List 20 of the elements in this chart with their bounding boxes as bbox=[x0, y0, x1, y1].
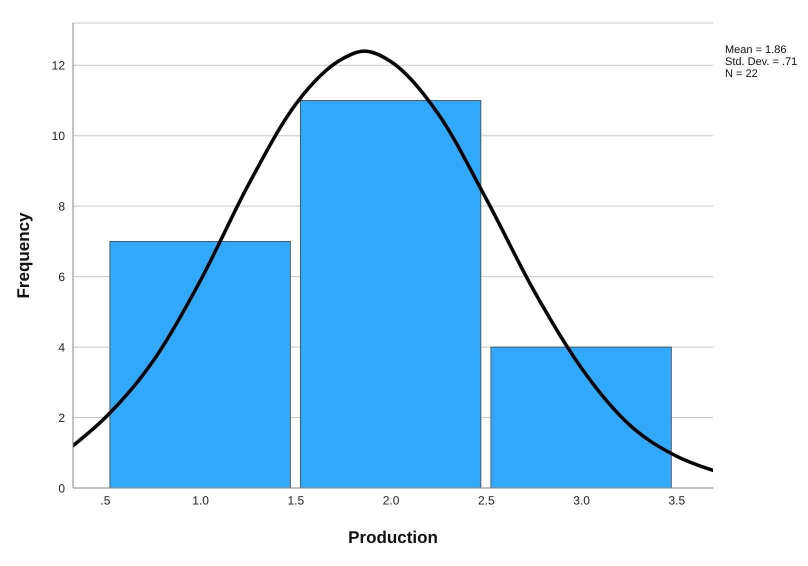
x-tick-label: 1.5 bbox=[288, 494, 305, 508]
y-tick-label: 4 bbox=[58, 340, 66, 354]
x-tick-label: 2.5 bbox=[478, 494, 495, 508]
text: Std. Dev. = .71 bbox=[725, 56, 798, 68]
x-axis-title: Production bbox=[348, 528, 438, 547]
y-tick-label: 6 bbox=[58, 270, 66, 284]
line-series bbox=[73, 49, 713, 472]
y-tick-label: 8 bbox=[58, 199, 66, 214]
x-tick-label: 3.5 bbox=[668, 494, 686, 508]
y-tick-label: 2 bbox=[58, 410, 66, 425]
y-tick-label: 10 bbox=[52, 128, 66, 143]
y-tick-label: 0 bbox=[58, 481, 66, 496]
text: Mean = 1.86 bbox=[725, 44, 788, 56]
x-tick-label: 3.0 bbox=[573, 494, 590, 508]
text: N = 22 bbox=[725, 68, 759, 80]
y-axis-title: Frequency bbox=[14, 212, 34, 298]
x-tick-label: 1.0 bbox=[192, 494, 210, 508]
x-tick-label: .5 bbox=[100, 494, 111, 508]
x-tick-label: 2.0 bbox=[382, 494, 400, 508]
y-tick-label: 12 bbox=[52, 58, 66, 73]
